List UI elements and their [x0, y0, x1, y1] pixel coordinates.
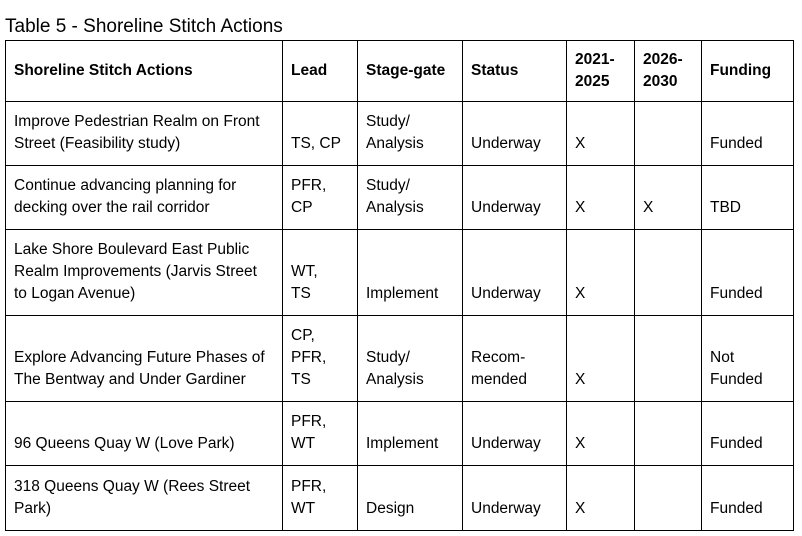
- cell-stage-gate: Study/ Analysis: [357, 101, 463, 166]
- cell-status: Recom- mended: [462, 315, 567, 402]
- cell-action: 96 Queens Quay W (Love Park): [5, 401, 283, 466]
- cell-status: Underway: [462, 229, 567, 316]
- cell-2026-2030: [634, 401, 702, 466]
- cell-action: Lake Shore Boulevard East Public Realm I…: [5, 229, 283, 316]
- cell-status: Underway: [462, 465, 567, 531]
- table-row: 318 Queens Quay W (Rees Street Park) PFR,…: [5, 465, 794, 531]
- cell-stage-gate: Study/ Analysis: [357, 315, 463, 402]
- shoreline-stitch-actions-table: Shoreline Stitch Actions Lead Stage-gate…: [5, 40, 794, 531]
- cell-2026-2030: X: [634, 165, 702, 230]
- cell-2026-2030: [634, 229, 702, 316]
- cell-2021-2025: X: [566, 401, 635, 466]
- header-2026-2030: 2026- 2030: [634, 40, 702, 102]
- cell-2021-2025: X: [566, 101, 635, 166]
- cell-stage-gate: Study/ Analysis: [357, 165, 463, 230]
- header-lead: Lead: [282, 40, 358, 102]
- table-row: Continue advancing planning for decking …: [5, 165, 794, 230]
- cell-funding: Funded: [701, 465, 794, 531]
- cell-2021-2025: X: [566, 465, 635, 531]
- cell-2021-2025: X: [566, 229, 635, 316]
- table-row: Improve Pedestrian Realm on Front Street…: [5, 101, 794, 166]
- cell-funding: Funded: [701, 101, 794, 166]
- header-actions: Shoreline Stitch Actions: [5, 40, 283, 102]
- cell-lead: PFR, WT: [282, 465, 358, 531]
- table-header-row: Shoreline Stitch Actions Lead Stage-gate…: [5, 40, 794, 102]
- cell-lead: PFR, CP: [282, 165, 358, 230]
- header-status: Status: [462, 40, 567, 102]
- cell-status: Underway: [462, 401, 567, 466]
- cell-status: Underway: [462, 165, 567, 230]
- cell-action: Explore Advancing Future Phases of The B…: [5, 315, 283, 402]
- cell-funding: Not Funded: [701, 315, 794, 402]
- header-2021-2025: 2021- 2025: [566, 40, 635, 102]
- cell-funding: Funded: [701, 229, 794, 316]
- header-funding: Funding: [701, 40, 794, 102]
- cell-2021-2025: X: [566, 165, 635, 230]
- cell-action: 318 Queens Quay W (Rees Street Park): [5, 465, 283, 531]
- cell-status: Underway: [462, 101, 567, 166]
- cell-stage-gate: Implement: [357, 229, 463, 316]
- table-row: Explore Advancing Future Phases of The B…: [5, 315, 794, 402]
- cell-2021-2025: X: [566, 315, 635, 402]
- cell-lead: PFR, WT: [282, 401, 358, 466]
- cell-lead: CP, PFR, TS: [282, 315, 358, 402]
- cell-funding: TBD: [701, 165, 794, 230]
- cell-2026-2030: [634, 465, 702, 531]
- table-title: Table 5 - Shoreline Stitch Actions: [5, 16, 283, 37]
- table-row: Lake Shore Boulevard East Public Realm I…: [5, 229, 794, 316]
- cell-action: Improve Pedestrian Realm on Front Street…: [5, 101, 283, 166]
- table-row: 96 Queens Quay W (Love Park) PFR, WT Imple…: [5, 401, 794, 466]
- cell-2026-2030: [634, 315, 702, 402]
- cell-lead: TS, CP: [282, 101, 358, 166]
- cell-lead: WT, TS: [282, 229, 358, 316]
- cell-funding: Funded: [701, 401, 794, 466]
- header-stage-gate: Stage-gate: [357, 40, 463, 102]
- cell-2026-2030: [634, 101, 702, 166]
- cell-action: Continue advancing planning for decking …: [5, 165, 283, 230]
- cell-stage-gate: Implement: [357, 401, 463, 466]
- cell-stage-gate: Design: [357, 465, 463, 531]
